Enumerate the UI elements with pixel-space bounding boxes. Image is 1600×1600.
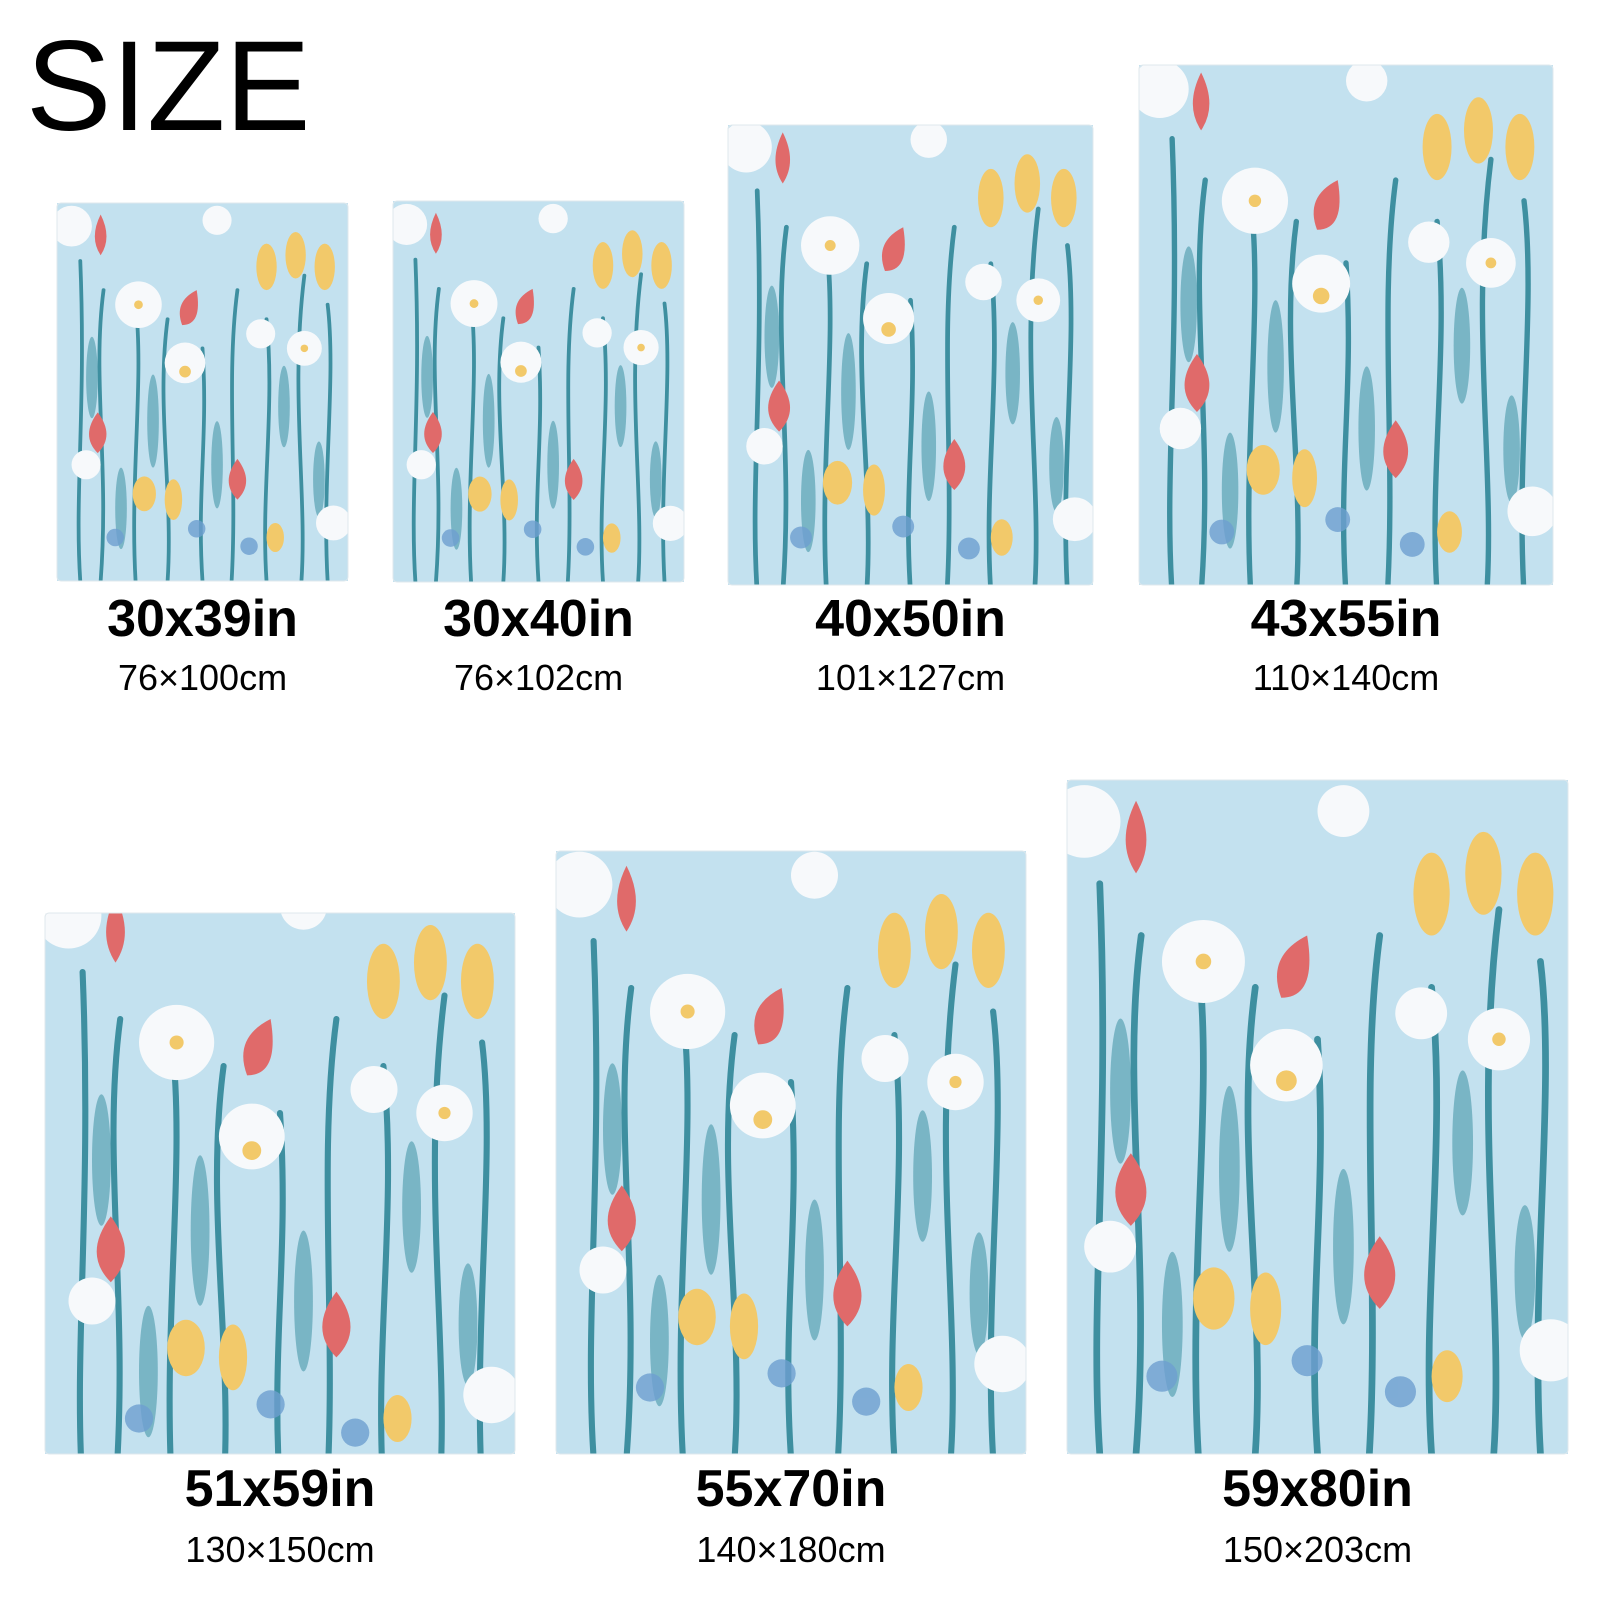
title: SIZE xyxy=(26,15,311,158)
size-cm: 101×127cm xyxy=(816,657,1005,698)
size-cm: 150×203cm xyxy=(1223,1529,1412,1570)
size-cm: 110×140cm xyxy=(1253,657,1439,698)
size-inches: 30x40in xyxy=(443,590,634,648)
size-inches: 30x39in xyxy=(107,590,298,648)
size-item: 51x59in 130×150cm xyxy=(36,878,520,1570)
size-inches: 40x50in xyxy=(815,590,1006,648)
rug-border xyxy=(727,124,1094,586)
rug-border xyxy=(1138,64,1554,586)
size-item: 55x70in 140×180cm xyxy=(547,847,1031,1570)
rug-image xyxy=(393,201,684,582)
size-inches: 59x80in xyxy=(1222,1460,1413,1518)
rug-border xyxy=(1066,779,1569,1455)
rug-image xyxy=(721,118,1097,593)
size-inches: 51x59in xyxy=(185,1460,376,1518)
rug-border xyxy=(56,202,349,582)
rug-border xyxy=(555,850,1027,1455)
floral-pattern xyxy=(1048,780,1582,1454)
size-cm: 130×150cm xyxy=(185,1529,374,1570)
floral-pattern xyxy=(1131,56,1557,594)
floral-pattern xyxy=(721,118,1097,593)
size-item: 30x39in 76×100cm xyxy=(56,202,349,698)
size-inches: 43x55in xyxy=(1251,590,1442,648)
size-cm: 76×102cm xyxy=(454,657,623,698)
rug-image xyxy=(1131,56,1557,594)
size-cm: 140×180cm xyxy=(696,1529,885,1570)
size-cm: 76×100cm xyxy=(118,657,287,698)
floral-pattern xyxy=(393,201,684,582)
size-item: 59x80in 150×203cm xyxy=(1048,779,1582,1570)
rug-image xyxy=(57,203,348,581)
size-item: 40x50in 101×127cm xyxy=(721,118,1097,698)
floral-pattern xyxy=(36,878,520,1489)
rug-border xyxy=(392,200,685,583)
floral-pattern xyxy=(547,847,1031,1458)
rug-image xyxy=(36,878,520,1489)
rug-border xyxy=(44,912,516,1455)
rug-image xyxy=(1048,780,1582,1454)
size-inches: 55x70in xyxy=(696,1460,887,1518)
size-item: 43x55in 110×140cm xyxy=(1131,56,1557,698)
size-item: 30x40in 76×102cm xyxy=(392,200,685,698)
floral-pattern xyxy=(57,203,348,581)
rug-image xyxy=(547,847,1031,1458)
